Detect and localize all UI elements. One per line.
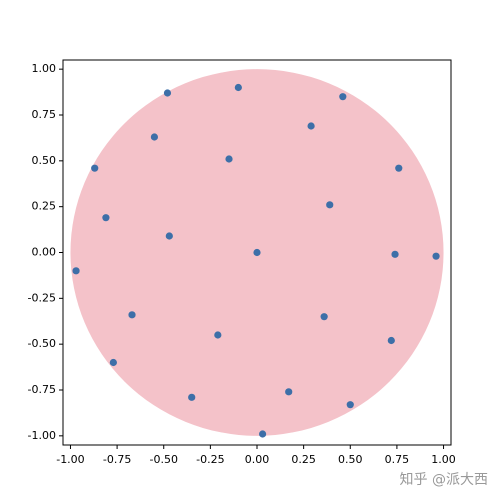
point	[339, 93, 347, 101]
point	[258, 430, 267, 438]
y-tick-label: 0.25	[32, 200, 57, 213]
point	[320, 313, 328, 321]
point	[387, 336, 395, 345]
x-tick-label: -0.25	[196, 453, 224, 466]
y-tick-label: -0.50	[28, 337, 56, 350]
point	[285, 388, 293, 396]
point	[214, 331, 222, 339]
x-tick-label: -0.50	[149, 453, 177, 466]
x-tick-label: 0.50	[338, 453, 363, 466]
x-tick-label: -1.00	[56, 453, 84, 466]
point	[391, 250, 399, 258]
point	[163, 89, 172, 97]
y-tick-label: -0.75	[28, 383, 56, 396]
y-tick-label: -0.25	[28, 291, 56, 304]
x-tick-label: 0.00	[245, 453, 270, 466]
point	[128, 311, 136, 319]
point	[307, 122, 315, 130]
point	[150, 133, 159, 141]
point	[346, 401, 354, 409]
point	[395, 164, 403, 172]
point	[102, 214, 110, 222]
y-tick-label: 0.50	[32, 154, 57, 167]
point	[91, 164, 99, 172]
y-tick-label: -1.00	[28, 429, 56, 442]
x-tick-label: 0.75	[385, 453, 410, 466]
watermark: 知乎 @派大西	[400, 471, 488, 488]
point	[234, 83, 242, 92]
point	[432, 252, 440, 260]
y-tick-label: 1.00	[32, 62, 57, 75]
y-tick-label: 0.00	[32, 246, 57, 259]
point	[225, 155, 233, 163]
point	[165, 232, 173, 240]
x-tick-label: 1.00	[431, 453, 456, 466]
x-tick-label: -0.75	[103, 453, 131, 466]
point	[72, 267, 80, 275]
x-tick-label: 0.25	[291, 453, 316, 466]
point	[188, 393, 196, 401]
point	[253, 248, 261, 257]
y-tick-label: 0.75	[32, 108, 57, 121]
point	[326, 201, 334, 209]
point	[109, 358, 117, 367]
